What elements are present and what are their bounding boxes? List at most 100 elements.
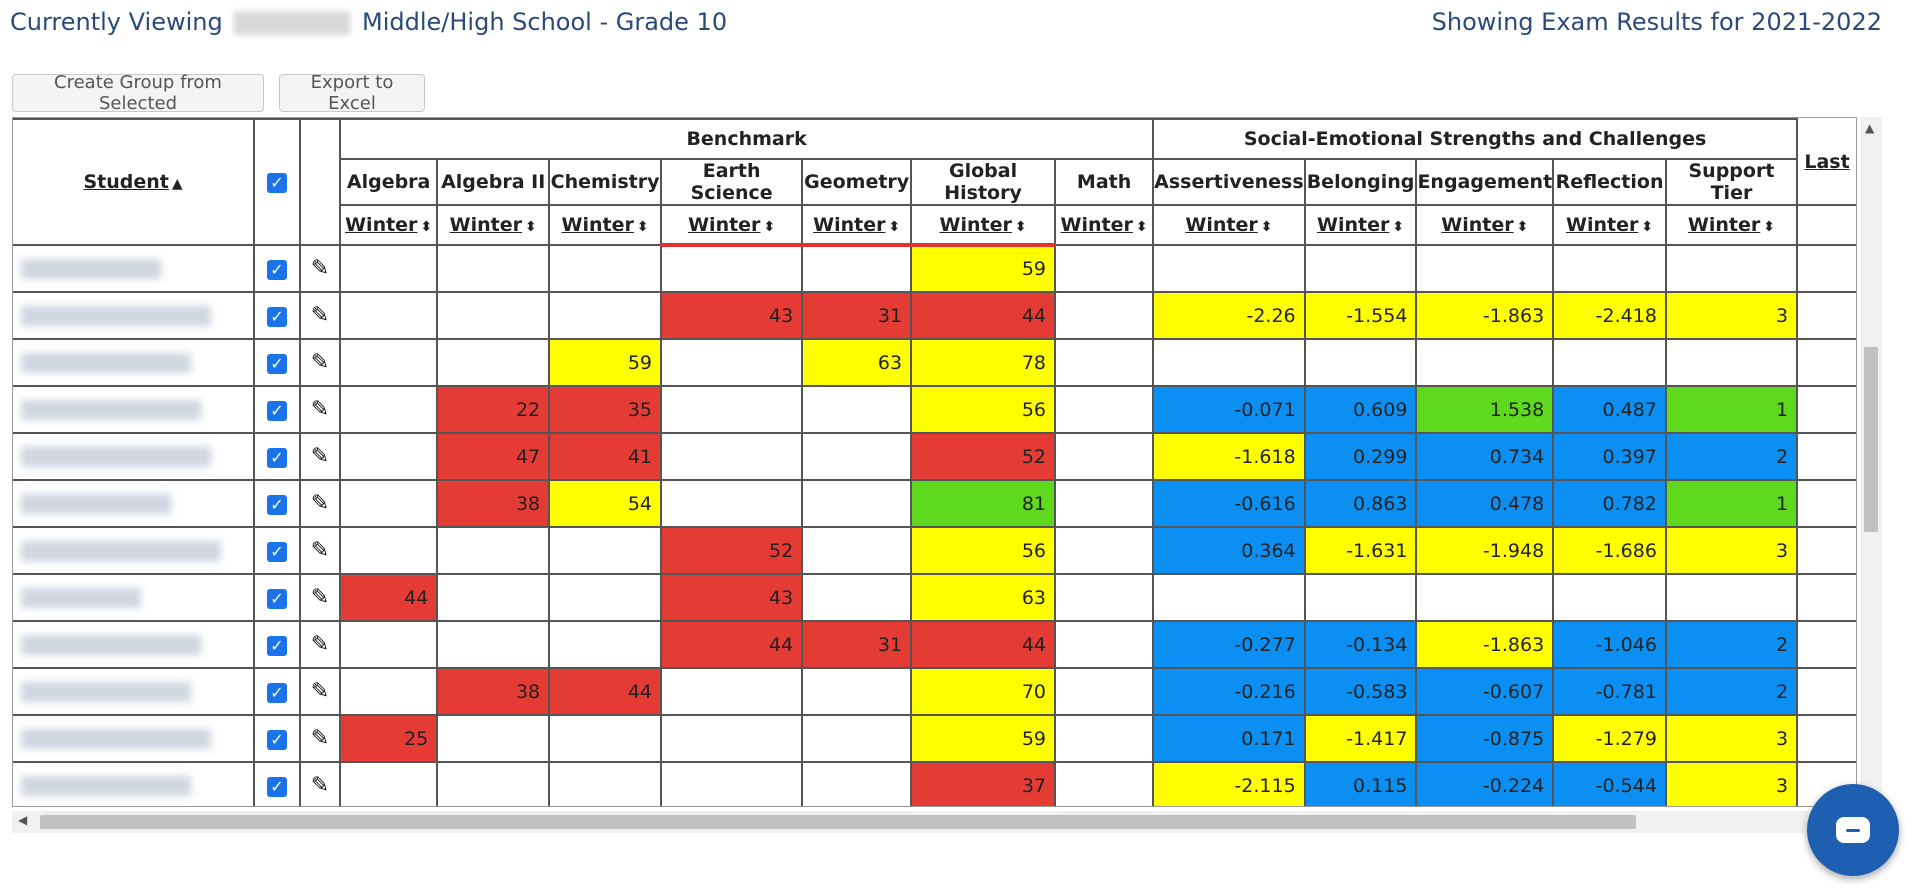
term-sort-header[interactable]: Winter ⬍	[802, 205, 911, 245]
checkbox-icon[interactable]: ✓	[267, 354, 287, 374]
edit-cell[interactable]: ✎	[300, 433, 340, 480]
pencil-icon[interactable]: ✎	[311, 773, 329, 798]
table-row[interactable]: ✓ ✎ 44 43 63	[13, 574, 1856, 621]
checkbox-icon[interactable]: ✓	[267, 173, 287, 193]
checkbox-icon[interactable]: ✓	[267, 777, 287, 797]
student-name-redacted[interactable]	[13, 292, 254, 339]
edit-cell[interactable]: ✎	[300, 292, 340, 339]
term-sort-header[interactable]: Winter ⬍	[911, 205, 1055, 245]
student-name-redacted[interactable]	[13, 715, 254, 762]
create-group-button[interactable]: Create Group from Selected	[12, 74, 264, 112]
sort-icon[interactable]: ⬍	[1136, 219, 1148, 235]
row-checkbox-cell[interactable]: ✓	[254, 527, 300, 574]
table-row[interactable]: ✓ ✎ 37 -2.115 0.115 -0.224 -0.544 3	[13, 762, 1856, 807]
row-checkbox-cell[interactable]: ✓	[254, 339, 300, 386]
checkbox-icon[interactable]: ✓	[267, 542, 287, 562]
table-row[interactable]: ✓ ✎ 38 44 70 -0.216 -0.583 -0.607 -0.781 2	[13, 668, 1856, 715]
edit-cell[interactable]: ✎	[300, 668, 340, 715]
last-header[interactable]: Last	[1797, 119, 1856, 205]
checkbox-icon[interactable]: ✓	[267, 401, 287, 421]
checkbox-icon[interactable]: ✓	[267, 495, 287, 515]
edit-cell[interactable]: ✎	[300, 480, 340, 527]
pencil-icon[interactable]: ✎	[311, 444, 329, 469]
student-name-redacted[interactable]	[13, 339, 254, 386]
term-sort-header[interactable]: Winter ⬍	[437, 205, 549, 245]
row-checkbox-cell[interactable]: ✓	[254, 762, 300, 807]
pencil-icon[interactable]: ✎	[311, 585, 329, 610]
pencil-icon[interactable]: ✎	[311, 397, 329, 422]
sort-icon[interactable]: ⬍	[763, 219, 775, 235]
term-sort-header[interactable]: Winter ⬍	[661, 205, 802, 245]
term-sort-header[interactable]: Winter ⬍	[1055, 205, 1153, 245]
student-name-redacted[interactable]	[13, 527, 254, 574]
row-checkbox-cell[interactable]: ✓	[254, 574, 300, 621]
table-row[interactable]: ✓ ✎ 47 41 52 -1.618 0.299 0.734 0.397 2	[13, 433, 1856, 480]
pencil-icon[interactable]: ✎	[311, 679, 329, 704]
sort-icon[interactable]: ⬍	[1763, 219, 1775, 235]
row-checkbox-cell[interactable]: ✓	[254, 245, 300, 292]
row-checkbox-cell[interactable]: ✓	[254, 386, 300, 433]
term-sort-header[interactable]: Winter ⬍	[340, 205, 437, 245]
pencil-icon[interactable]: ✎	[311, 726, 329, 751]
checkbox-icon[interactable]: ✓	[267, 730, 287, 750]
sort-icon[interactable]: ⬍	[1517, 219, 1529, 235]
term-sort-header[interactable]: Winter ⬍	[1553, 205, 1666, 245]
table-row[interactable]: ✓ ✎ 43 31 44 -2.26 -1.554 -1.863 -2.418 3	[13, 292, 1856, 339]
table-row[interactable]: ✓ ✎ 52 56 0.364 -1.631 -1.948 -1.686 3	[13, 527, 1856, 574]
pencil-icon[interactable]: ✎	[311, 256, 329, 281]
table-row[interactable]: ✓ ✎ 44 31 44 -0.277 -0.134 -1.863 -1.046 2	[13, 621, 1856, 668]
term-sort-header[interactable]: Winter ⬍	[1153, 205, 1304, 245]
select-all-cell[interactable]: ✓	[254, 119, 300, 245]
sort-icon[interactable]: ⬍	[1392, 219, 1404, 235]
pencil-icon[interactable]: ✎	[311, 538, 329, 563]
pencil-icon[interactable]: ✎	[311, 632, 329, 657]
student-name-redacted[interactable]	[13, 480, 254, 527]
edit-cell[interactable]: ✎	[300, 339, 340, 386]
row-checkbox-cell[interactable]: ✓	[254, 292, 300, 339]
edit-cell[interactable]: ✎	[300, 245, 340, 292]
student-name-redacted[interactable]	[13, 762, 254, 807]
results-table-container[interactable]: Student ▲ ✓ Benchmark Social-Emotional St…	[12, 117, 1857, 807]
pencil-icon[interactable]: ✎	[311, 303, 329, 328]
table-row[interactable]: ✓ ✎ 59	[13, 245, 1856, 292]
edit-cell[interactable]: ✎	[300, 715, 340, 762]
scroll-left-icon[interactable]: ◀	[18, 813, 27, 827]
checkbox-icon[interactable]: ✓	[267, 448, 287, 468]
vertical-scrollbar[interactable]: ▲	[1860, 117, 1882, 807]
edit-cell[interactable]: ✎	[300, 621, 340, 668]
row-checkbox-cell[interactable]: ✓	[254, 433, 300, 480]
sort-icon[interactable]: ⬍	[420, 219, 432, 235]
term-sort-header[interactable]: Winter ⬍	[549, 205, 661, 245]
term-sort-header[interactable]: Winter ⬍	[1666, 205, 1797, 245]
row-checkbox-cell[interactable]: ✓	[254, 715, 300, 762]
edit-cell[interactable]: ✎	[300, 386, 340, 433]
edit-cell[interactable]: ✎	[300, 527, 340, 574]
vertical-scroll-thumb[interactable]	[1864, 347, 1878, 532]
row-checkbox-cell[interactable]: ✓	[254, 480, 300, 527]
student-name-redacted[interactable]	[13, 621, 254, 668]
table-row[interactable]: ✓ ✎ 38 54 81 -0.616 0.863 0.478 0.782 1	[13, 480, 1856, 527]
term-sort-header[interactable]: Winter ⬍	[1305, 205, 1417, 245]
student-name-redacted[interactable]	[13, 433, 254, 480]
edit-cell[interactable]: ✎	[300, 574, 340, 621]
student-name-redacted[interactable]	[13, 386, 254, 433]
checkbox-icon[interactable]: ✓	[267, 307, 287, 327]
term-sort-header[interactable]: Winter ⬍	[1416, 205, 1553, 245]
table-row[interactable]: ✓ ✎ 25 59 0.171 -1.417 -0.875 -1.279 3	[13, 715, 1856, 762]
row-checkbox-cell[interactable]: ✓	[254, 621, 300, 668]
export-excel-button[interactable]: Export to Excel	[279, 74, 425, 112]
scroll-up-icon[interactable]: ▲	[1865, 121, 1874, 135]
edit-cell[interactable]: ✎	[300, 762, 340, 807]
chat-button[interactable]	[1807, 784, 1899, 876]
checkbox-icon[interactable]: ✓	[267, 589, 287, 609]
horizontal-scrollbar[interactable]: ◀	[12, 811, 1857, 833]
student-name-redacted[interactable]	[13, 245, 254, 292]
checkbox-icon[interactable]: ✓	[267, 260, 287, 280]
sort-icon[interactable]: ⬍	[525, 219, 537, 235]
sort-icon[interactable]: ⬍	[1261, 219, 1273, 235]
sort-icon[interactable]: ⬍	[888, 219, 900, 235]
table-row[interactable]: ✓ ✎ 59 63 78	[13, 339, 1856, 386]
checkbox-icon[interactable]: ✓	[267, 636, 287, 656]
pencil-icon[interactable]: ✎	[311, 491, 329, 516]
checkbox-icon[interactable]: ✓	[267, 683, 287, 703]
